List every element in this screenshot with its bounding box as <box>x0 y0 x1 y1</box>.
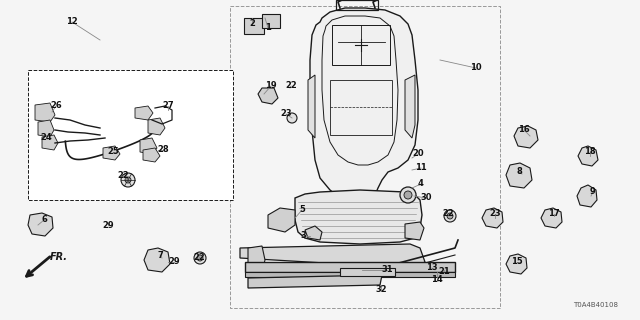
Text: 32: 32 <box>375 285 387 294</box>
Polygon shape <box>577 185 597 207</box>
Polygon shape <box>38 120 54 137</box>
Text: 31: 31 <box>381 266 393 275</box>
Text: 4: 4 <box>418 180 424 188</box>
Polygon shape <box>305 226 322 240</box>
Text: 16: 16 <box>518 125 530 134</box>
Circle shape <box>400 187 416 203</box>
Text: 14: 14 <box>431 276 443 284</box>
Text: 7: 7 <box>157 251 163 260</box>
Text: 24: 24 <box>40 133 52 142</box>
Text: 12: 12 <box>66 18 78 27</box>
Polygon shape <box>506 254 527 274</box>
Text: 22: 22 <box>117 172 129 180</box>
Text: 13: 13 <box>426 263 438 273</box>
Text: 20: 20 <box>412 149 424 158</box>
Polygon shape <box>144 248 170 272</box>
Circle shape <box>447 213 453 219</box>
Text: 18: 18 <box>584 148 596 156</box>
Text: 29: 29 <box>102 220 114 229</box>
Text: 2: 2 <box>249 20 255 28</box>
Polygon shape <box>506 163 532 188</box>
Circle shape <box>404 191 412 199</box>
Text: 23: 23 <box>489 210 501 219</box>
Text: 23: 23 <box>280 109 292 118</box>
Circle shape <box>287 113 297 123</box>
Text: T0A4B40108: T0A4B40108 <box>573 302 618 308</box>
Circle shape <box>125 177 131 183</box>
Text: 19: 19 <box>265 82 277 91</box>
Text: 21: 21 <box>438 268 450 276</box>
Bar <box>262 14 280 28</box>
Polygon shape <box>268 208 295 232</box>
Bar <box>230 6 500 308</box>
Text: 28: 28 <box>157 146 169 155</box>
Polygon shape <box>310 8 418 200</box>
Polygon shape <box>240 244 425 268</box>
Polygon shape <box>148 118 165 135</box>
Polygon shape <box>405 222 424 240</box>
Text: 29: 29 <box>168 258 180 267</box>
Polygon shape <box>248 246 265 272</box>
Polygon shape <box>514 126 538 148</box>
Polygon shape <box>248 275 382 288</box>
Bar <box>340 268 395 276</box>
Polygon shape <box>140 138 157 154</box>
Polygon shape <box>28 213 53 236</box>
Polygon shape <box>405 75 415 138</box>
Text: 3: 3 <box>300 231 306 241</box>
Circle shape <box>197 255 203 261</box>
Text: 5: 5 <box>299 205 305 214</box>
Polygon shape <box>35 103 55 122</box>
Text: 11: 11 <box>415 164 427 172</box>
Text: 22: 22 <box>285 82 297 91</box>
Text: 17: 17 <box>548 210 560 219</box>
Text: 27: 27 <box>162 101 174 110</box>
Text: 22: 22 <box>442 210 454 219</box>
Circle shape <box>194 252 206 264</box>
Bar <box>245 262 455 272</box>
Text: FR.: FR. <box>50 252 68 262</box>
Polygon shape <box>258 88 278 104</box>
Text: 1: 1 <box>265 23 271 33</box>
Bar <box>245 272 455 277</box>
Bar <box>244 18 264 34</box>
Text: 26: 26 <box>50 101 62 110</box>
Polygon shape <box>143 148 160 162</box>
Polygon shape <box>578 146 598 166</box>
Polygon shape <box>541 208 562 228</box>
Text: 8: 8 <box>516 167 522 177</box>
Circle shape <box>444 210 456 222</box>
Text: 10: 10 <box>470 63 482 73</box>
Polygon shape <box>308 75 315 138</box>
Text: 25: 25 <box>107 148 119 156</box>
Polygon shape <box>295 190 422 244</box>
Polygon shape <box>135 106 153 120</box>
Polygon shape <box>482 208 503 228</box>
Circle shape <box>121 173 135 187</box>
Bar <box>28 70 233 200</box>
Bar <box>332 25 390 65</box>
Text: 9: 9 <box>590 188 596 196</box>
Polygon shape <box>103 146 120 160</box>
Text: 15: 15 <box>511 258 523 267</box>
Polygon shape <box>42 135 58 150</box>
Bar <box>336 0 378 10</box>
Text: 22: 22 <box>193 252 205 261</box>
Bar <box>330 80 392 135</box>
Text: 6: 6 <box>41 215 47 225</box>
Text: 30: 30 <box>420 194 432 203</box>
